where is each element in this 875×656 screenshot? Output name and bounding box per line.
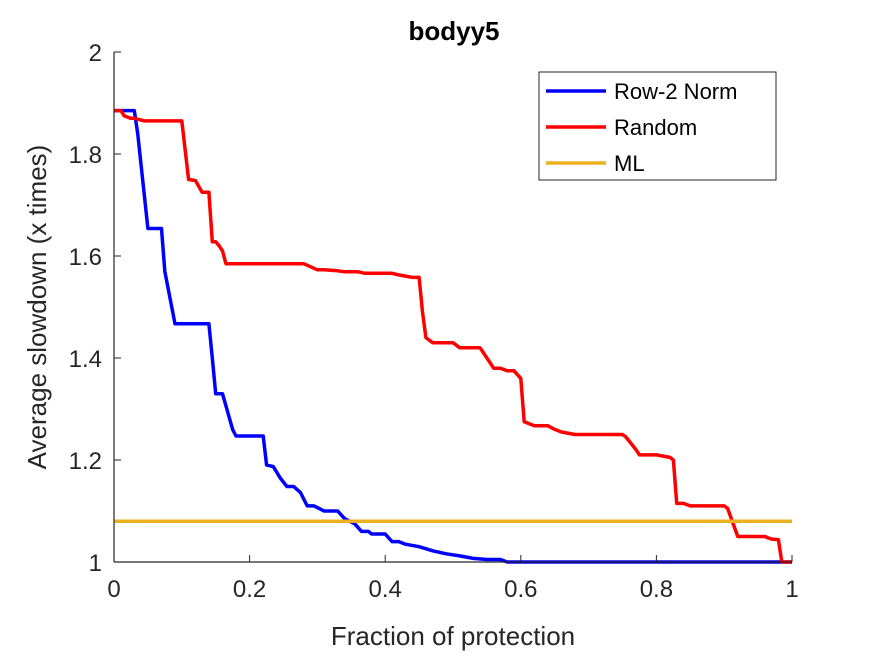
y-tick-label: 2 <box>89 40 102 67</box>
x-tick-label: 0 <box>107 576 120 603</box>
axes <box>113 52 792 563</box>
legend-label: Row-2 Norm <box>614 79 737 104</box>
y-tick-label: 1.8 <box>69 142 102 169</box>
y-axis-label: Average slowdown (x times) <box>22 145 52 470</box>
y-tick-label: 1.2 <box>69 448 102 475</box>
legend: Row-2 Norm Random ML <box>538 71 777 181</box>
x-ticks: 0 0.2 0.4 0.6 0.8 1 <box>107 555 799 603</box>
y-tick-label: 1.4 <box>69 346 102 373</box>
y-tick-label: 1 <box>89 550 102 577</box>
series-line-random <box>114 108 792 564</box>
y-tick-label: 1.6 <box>69 244 102 271</box>
y-ticks: 1 1.2 1.4 1.6 1.8 2 <box>69 40 121 577</box>
legend-label: ML <box>614 151 645 176</box>
series-line-row-2-norm <box>114 108 792 564</box>
x-tick-label: 0.4 <box>369 576 402 603</box>
series-lines <box>114 108 792 564</box>
x-axis-label: Fraction of protection <box>331 621 575 651</box>
legend-label: Random <box>614 115 697 140</box>
chart-title: bodyy5 <box>408 16 499 46</box>
x-tick-label: 0.8 <box>640 576 673 603</box>
x-tick-label: 1 <box>785 576 798 603</box>
x-tick-label: 0.6 <box>504 576 537 603</box>
x-tick-label: 0.2 <box>233 576 266 603</box>
